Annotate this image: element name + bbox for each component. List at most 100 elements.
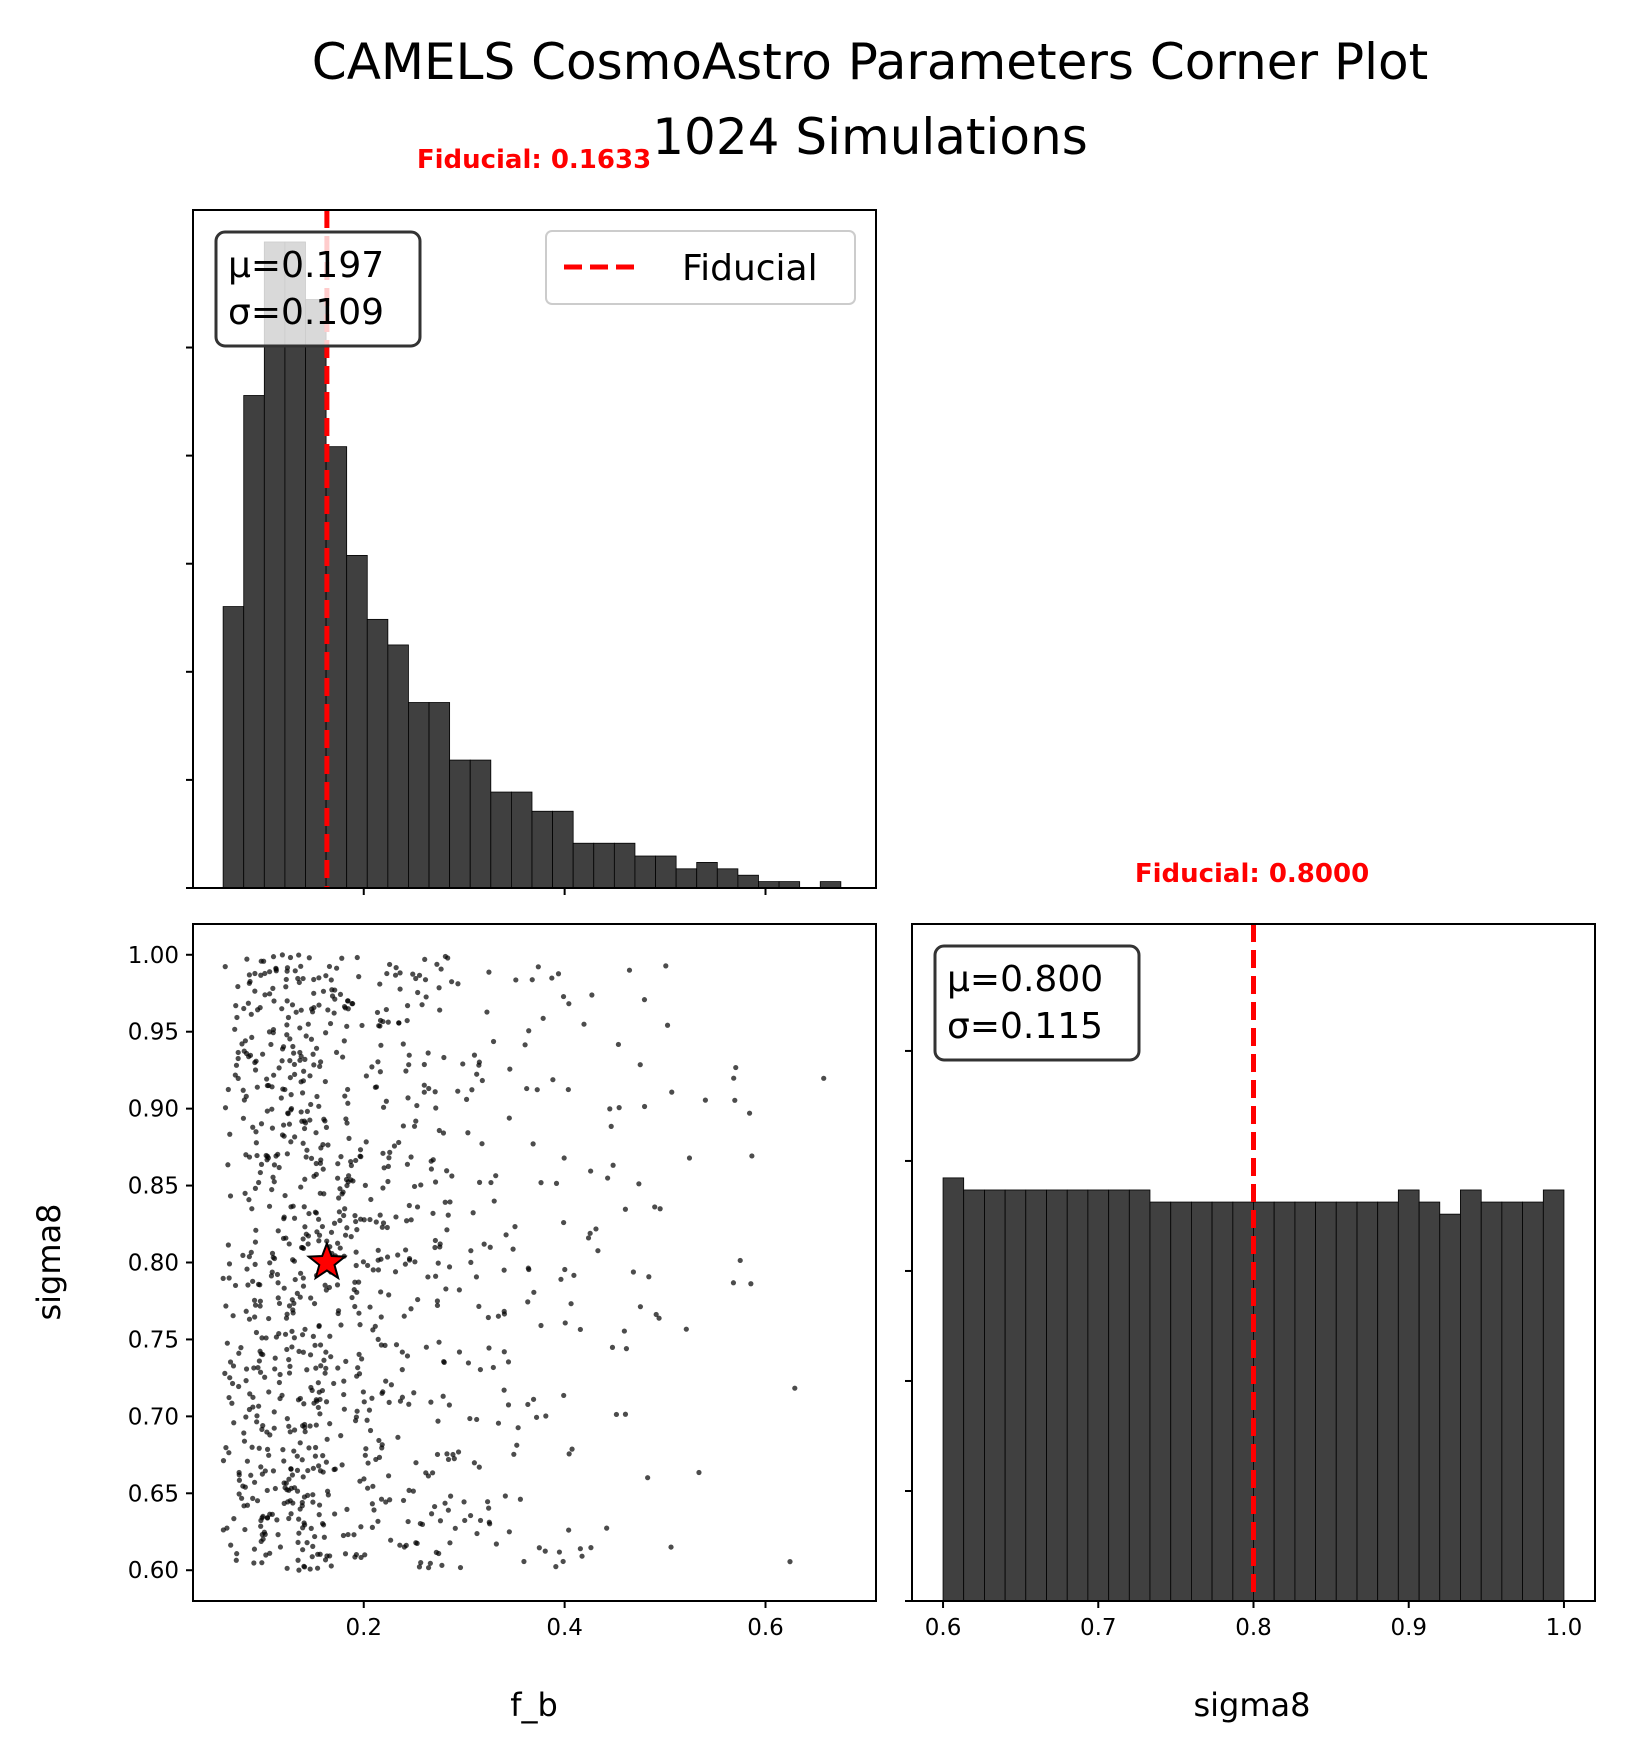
scatter-point <box>335 1310 341 1317</box>
scatter-point <box>312 1444 319 1451</box>
scatter-point <box>378 1042 384 1048</box>
scatter-point <box>284 1032 290 1038</box>
scatter-point <box>303 1231 309 1237</box>
scatter-point <box>377 1069 383 1075</box>
scatter-point <box>553 1180 560 1186</box>
scatter-point <box>239 1041 245 1047</box>
sigma8-fiducial-label: Fiducial: 0.8000 <box>1135 859 1369 889</box>
scatter-point <box>668 1544 674 1550</box>
scatter-point <box>469 1087 475 1093</box>
scatter-point <box>359 1022 365 1029</box>
scatter-point <box>236 1469 242 1476</box>
scatter-point <box>243 1366 250 1372</box>
scatter-point <box>383 1098 389 1104</box>
scatter-point <box>254 1498 261 1504</box>
scatter-point <box>316 1463 322 1469</box>
scatter-point <box>226 1394 232 1401</box>
scatter-point <box>486 1505 492 1511</box>
scatter-point <box>375 1336 381 1342</box>
scatter-point <box>501 1311 508 1317</box>
scatter-point <box>449 1173 455 1179</box>
scatter-point <box>432 1244 438 1251</box>
scatter-point <box>686 1155 693 1161</box>
scatter-point <box>310 1333 316 1339</box>
scatter-point <box>242 1526 248 1533</box>
scatter-point <box>525 1299 531 1305</box>
scatter-point <box>306 955 312 961</box>
scatter-point <box>258 1161 265 1167</box>
scatter-point <box>286 1241 292 1247</box>
scatter-point <box>270 1174 276 1180</box>
scatter-point <box>474 1530 480 1537</box>
scatter-point <box>296 979 302 986</box>
scatter-point <box>311 1300 318 1307</box>
scatter-point <box>381 1165 387 1171</box>
scatter-point <box>298 1244 305 1251</box>
scatter-point <box>295 1539 301 1546</box>
scatter-point <box>287 1058 293 1064</box>
scatter-point <box>556 1549 563 1555</box>
scatter-point <box>511 1451 517 1457</box>
sigma8-histogram-bar <box>1170 1201 1192 1602</box>
scatter-point <box>348 1177 354 1183</box>
scatter-point <box>304 1367 310 1373</box>
scatter-point <box>308 1155 315 1161</box>
scatter-point <box>432 1089 438 1095</box>
scatter-point <box>320 1453 326 1459</box>
scatter-point <box>410 971 416 977</box>
scatter-point <box>300 1349 306 1355</box>
scatter-point <box>538 1322 544 1329</box>
scatter-point <box>445 1507 451 1513</box>
scatter-point <box>373 1084 380 1090</box>
scatter-point <box>314 1565 321 1571</box>
scatter-point <box>312 1533 318 1540</box>
scatter-point <box>486 969 492 975</box>
scatter-point <box>324 1436 330 1442</box>
scatter-point <box>241 1430 247 1436</box>
scatter-yticks: 0.60 0.65 0.70 0.75 0.80 0.85 0.90 0.95 1.00 <box>128 943 193 1584</box>
sigma8-histogram-bar <box>1356 1201 1379 1602</box>
fb-histogram-bar <box>675 868 698 889</box>
scatter-point <box>418 1560 424 1566</box>
scatter-point <box>352 1279 358 1285</box>
scatter-point <box>352 1303 358 1310</box>
scatter-point <box>462 1517 468 1524</box>
fb-mean-text: μ=0.197 <box>228 245 384 286</box>
scatter-point <box>318 1363 324 1369</box>
scatter-point <box>411 1390 417 1396</box>
scatter-point <box>377 981 383 987</box>
scatter-point <box>334 1282 341 1288</box>
scatter-point <box>429 1470 436 1476</box>
scatter-point <box>487 1244 493 1250</box>
sigma8-histogram-bar <box>1418 1201 1441 1602</box>
scatter-point <box>254 1419 260 1425</box>
scatter-point <box>223 1303 229 1309</box>
scatter-point <box>361 1476 367 1482</box>
scatter-point <box>585 1235 592 1241</box>
scatter-point <box>484 1499 491 1505</box>
sigma8-histogram-bar <box>963 1189 985 1602</box>
scatter-point <box>307 1566 313 1572</box>
fb-histogram-bar <box>408 702 430 889</box>
scatter-point <box>441 1054 447 1061</box>
scatter-point <box>284 1416 290 1422</box>
scatter-point <box>336 1209 342 1215</box>
scatter-point <box>341 1406 347 1412</box>
scatter-point <box>240 1087 246 1093</box>
scatter-point <box>408 1154 414 1160</box>
scatter-point <box>637 1062 643 1068</box>
scatter-point <box>411 1183 418 1190</box>
scatter-point <box>272 1366 278 1372</box>
scatter-point <box>396 1020 402 1026</box>
scatter-point <box>322 1370 328 1376</box>
scatter-point <box>301 1401 307 1407</box>
scatter-point <box>339 955 345 961</box>
scatter-point <box>228 1542 234 1548</box>
sigma8-mean-text: μ=0.800 <box>947 959 1103 1000</box>
scatter-point <box>334 965 340 971</box>
scatter-point <box>605 1175 611 1181</box>
scatter-point <box>395 1252 401 1258</box>
scatter-point <box>226 1450 232 1456</box>
scatter-point <box>345 1100 351 1106</box>
sigma8-histogram-bar <box>1273 1201 1296 1602</box>
